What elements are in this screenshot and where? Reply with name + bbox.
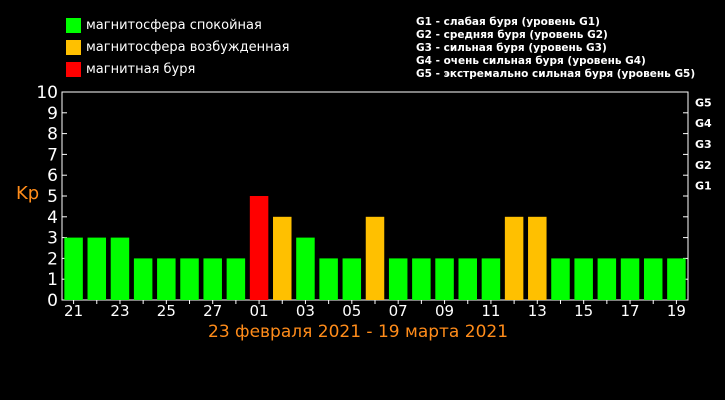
y-tick-label: 1 [47, 270, 58, 290]
kp-bar [226, 258, 246, 300]
kp-bar [435, 258, 454, 300]
x-tick-label: 09 [435, 302, 454, 320]
x-tick-label: 27 [203, 302, 222, 320]
x-tick-label: 21 [64, 302, 83, 320]
legend-swatch-quiet [66, 18, 81, 33]
y-tick-label: 0 [47, 291, 58, 311]
kp-bar [249, 196, 269, 300]
x-tick-label: 13 [528, 302, 547, 320]
y-tick-label: 10 [36, 83, 58, 103]
y-tick-label: 3 [47, 229, 58, 249]
g-level-label: G2 [695, 159, 712, 172]
g-level-label: G3 [695, 138, 712, 151]
kp-bar [597, 258, 617, 300]
legend-label-disturbed: магнитосфера возбужденная [86, 40, 290, 55]
kp-bar [574, 258, 593, 300]
y-tick-label: 6 [47, 166, 58, 186]
y-tick-label: 4 [47, 208, 58, 228]
kp-bar [203, 258, 222, 300]
storm-level-legend: G1 - слабая буря (уровень G1) G2 - средн… [416, 16, 695, 81]
kp-bar [64, 237, 83, 300]
date-range: 23 февраля 2021 - 19 марта 2021 [208, 322, 509, 342]
x-tick-label: 19 [667, 302, 686, 320]
y-tick-label: 9 [47, 104, 58, 124]
kp-bar [180, 258, 199, 300]
x-tick-label: 11 [481, 302, 500, 320]
kp-bar [342, 258, 362, 300]
y-tick-label: 2 [47, 249, 58, 269]
kp-bar [528, 216, 547, 300]
kp-bar [667, 258, 686, 300]
kp-bar [643, 258, 663, 300]
kp-bar [620, 258, 640, 300]
x-tick-label: 15 [574, 302, 593, 320]
kp-bar [458, 258, 477, 300]
legend-label-storm: магнитная буря [86, 62, 196, 77]
kp-bar [551, 258, 570, 300]
kp-bar [157, 258, 176, 300]
g-level-label: G5 [695, 96, 712, 109]
storm-level-g1: G1 - слабая буря (уровень G1) [416, 16, 600, 28]
storm-level-g2: G2 - средняя буря (уровень G2) [416, 29, 608, 41]
storm-level-g3: G3 - сильная буря (уровень G3) [416, 42, 607, 54]
x-tick-label: 17 [620, 302, 639, 320]
kp-bar [412, 258, 431, 300]
x-tick-label: 25 [157, 302, 176, 320]
storm-level-g5: G5 - экстремально сильная буря (уровень … [416, 68, 696, 80]
y-tick-label: 5 [47, 187, 58, 207]
g-level-label: G1 [695, 180, 712, 193]
x-tick-label: 05 [342, 302, 361, 320]
y-tick-label: 7 [47, 145, 58, 165]
kp-bar [365, 216, 385, 300]
legend-swatch-storm [66, 62, 81, 77]
x-tick-label: 23 [110, 302, 129, 320]
y-axis-label: Kp [16, 183, 39, 204]
x-tick-label: 03 [296, 302, 315, 320]
legend-swatch-disturbed [66, 40, 81, 55]
kp-bar [110, 237, 130, 300]
kp-bar [481, 258, 501, 300]
legend-label-quiet: магнитосфера спокойная [86, 18, 262, 33]
storm-level-g4: G4 - очень сильная буря (уровень G4) [416, 55, 646, 67]
kp-bar [87, 237, 107, 300]
kp-bar [388, 258, 408, 300]
y-tick-label: 8 [47, 125, 58, 145]
kp-bar [504, 216, 524, 300]
x-tick-label: 01 [250, 302, 269, 320]
kp-bar [133, 258, 153, 300]
g-level-label: G4 [695, 117, 712, 130]
kp-bar [273, 216, 292, 300]
kp-bar [319, 258, 338, 300]
kp-bar [296, 237, 315, 300]
x-tick-label: 07 [389, 302, 408, 320]
